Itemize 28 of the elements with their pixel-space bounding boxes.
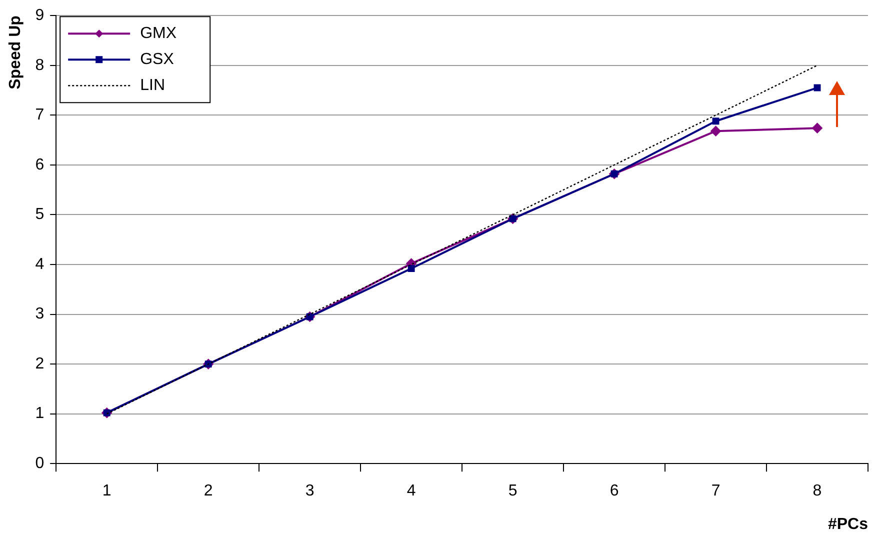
y-tick-label: 4 — [35, 256, 44, 273]
y-tick-label: 3 — [35, 306, 44, 323]
y-tick-label: 8 — [35, 56, 44, 74]
y-tick-label: 2 — [35, 355, 44, 372]
x-tick-label: 1 — [102, 482, 112, 500]
x-axis-title: #PCs — [828, 516, 868, 533]
x-tick-label: 6 — [610, 482, 619, 500]
point — [408, 264, 415, 272]
y-tick-label: 7 — [35, 106, 44, 124]
x-tick-label: 8 — [812, 482, 822, 500]
y-tick-label: 1 — [35, 405, 44, 422]
x-tick-label: 5 — [508, 482, 518, 500]
point — [812, 123, 822, 134]
x-tick-label: 3 — [305, 482, 314, 500]
x-tick-label: 7 — [711, 482, 720, 500]
y-axis-title: Speed Up — [7, 15, 24, 90]
legend-label: LIN — [140, 77, 166, 94]
x-tick-label: 2 — [204, 482, 213, 500]
point — [814, 84, 821, 92]
legend-label: GSX — [140, 51, 174, 68]
legend-label: GMX — [140, 25, 177, 42]
y-tick-label: 0 — [35, 455, 44, 472]
point — [710, 126, 721, 136]
y-tick-label: 9 — [35, 7, 44, 24]
y-tick-label: 5 — [35, 206, 44, 224]
point — [712, 118, 720, 125]
x-tick-label: 4 — [406, 482, 416, 500]
y-tick-label: 6 — [35, 156, 44, 174]
